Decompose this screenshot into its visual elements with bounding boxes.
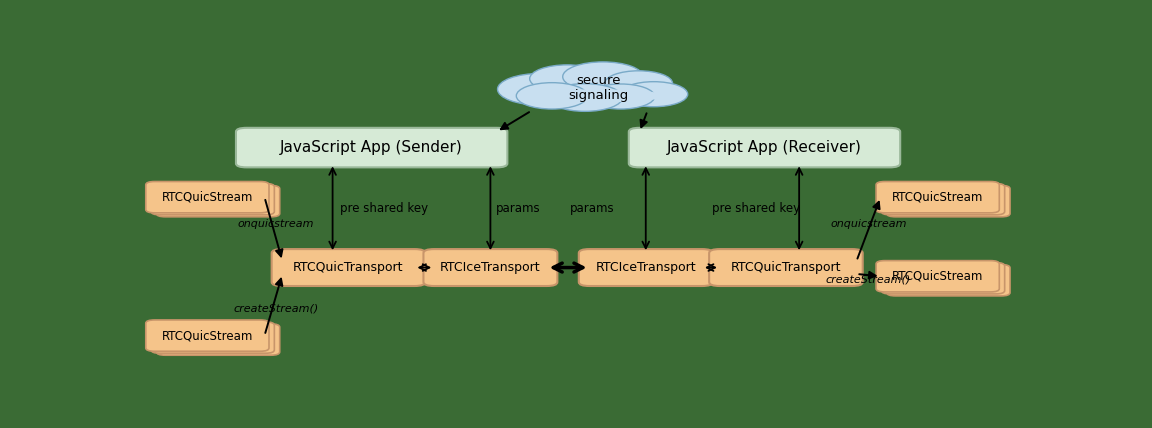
FancyBboxPatch shape [887,265,1010,296]
FancyBboxPatch shape [151,184,274,215]
FancyBboxPatch shape [710,249,863,286]
Circle shape [530,65,605,92]
Text: onquicstream: onquicstream [237,219,314,229]
Circle shape [516,83,588,109]
Text: createStream(): createStream() [826,274,911,284]
Text: pre shared key: pre shared key [712,202,799,215]
Text: RTCQuicTransport: RTCQuicTransport [294,261,403,274]
FancyBboxPatch shape [424,249,558,286]
Text: RTCQuicTransport: RTCQuicTransport [730,261,841,274]
Circle shape [620,82,688,107]
Text: secure
signaling: secure signaling [568,74,629,101]
FancyBboxPatch shape [151,322,274,353]
Circle shape [586,84,654,109]
FancyBboxPatch shape [146,181,268,213]
FancyBboxPatch shape [157,324,280,355]
Text: RTCIceTransport: RTCIceTransport [440,261,540,274]
Ellipse shape [531,89,666,102]
Text: params: params [570,202,614,215]
Text: JavaScript App (Sender): JavaScript App (Sender) [280,140,463,155]
Circle shape [498,74,583,105]
FancyBboxPatch shape [876,181,999,213]
Text: params: params [495,202,540,215]
FancyBboxPatch shape [146,320,268,351]
FancyBboxPatch shape [881,184,1005,215]
FancyBboxPatch shape [236,128,507,167]
Text: RTCQuicStream: RTCQuicStream [161,191,253,204]
Text: RTCIceTransport: RTCIceTransport [596,261,696,274]
Text: pre shared key: pre shared key [340,202,427,215]
Text: RTCQuicStream: RTCQuicStream [161,329,253,342]
FancyBboxPatch shape [629,128,900,167]
Text: RTCQuicStream: RTCQuicStream [892,270,984,283]
Text: onquicstream: onquicstream [831,219,907,229]
Text: RTCQuicStream: RTCQuicStream [892,191,984,204]
FancyBboxPatch shape [272,249,425,286]
FancyBboxPatch shape [157,185,280,217]
FancyBboxPatch shape [578,249,713,286]
Text: createStream(): createStream() [233,304,318,314]
Circle shape [605,71,673,96]
Circle shape [547,83,622,111]
FancyBboxPatch shape [876,261,999,292]
Circle shape [562,62,643,92]
Text: JavaScript App (Receiver): JavaScript App (Receiver) [667,140,862,155]
FancyBboxPatch shape [887,185,1010,217]
FancyBboxPatch shape [881,263,1005,294]
